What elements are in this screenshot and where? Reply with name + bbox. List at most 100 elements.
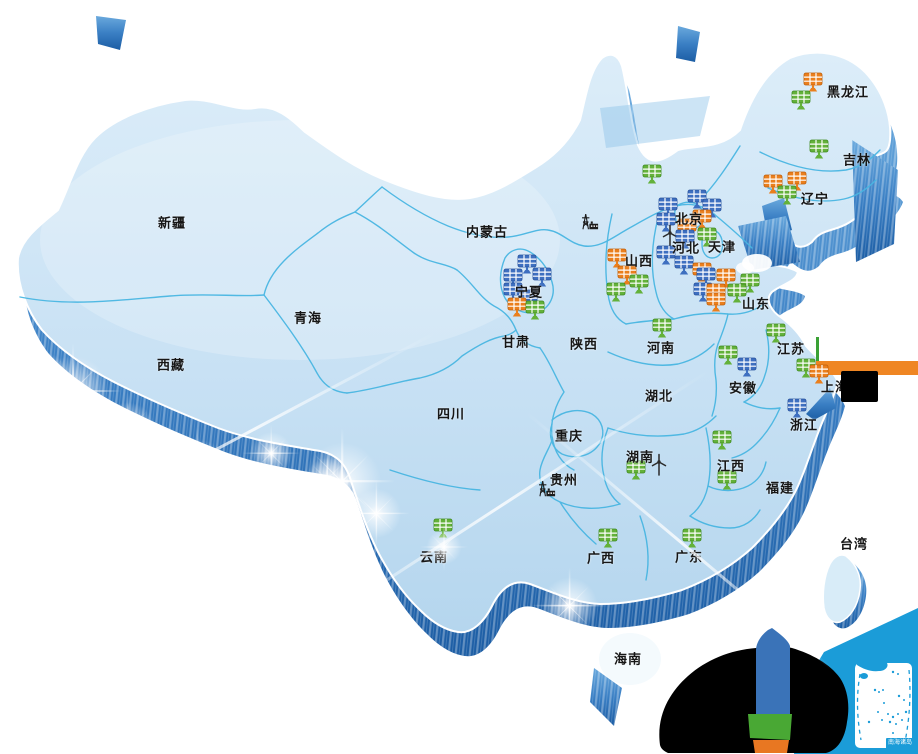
province-label: 湖南 [625, 449, 655, 465]
solar-panel-icon-green [712, 430, 732, 451]
solar-panel-icon-orange [507, 297, 527, 318]
solar-panel-icon-green [796, 358, 816, 379]
solar-panel-icon-green [642, 164, 662, 185]
province-label: 贵州 [549, 472, 579, 488]
solar-panel-icon-blue [532, 267, 552, 288]
province-label: 山东 [741, 296, 771, 312]
solar-panel-icon-orange [617, 265, 637, 286]
solar-panel-icon-blue [503, 282, 523, 303]
province-label: 云南 [419, 549, 449, 565]
solar-panel-icon-green [740, 273, 760, 294]
inset-badge: 南海诸岛 [886, 738, 914, 749]
province-label: 西藏 [156, 357, 186, 373]
black-box-artifact [841, 371, 878, 402]
land-highlight [40, 120, 560, 360]
power-station-icon [534, 479, 556, 498]
province-label: 宁夏 [514, 284, 544, 300]
sparkle-flare [242, 424, 300, 482]
province-label: 湖北 [644, 388, 674, 404]
sparkle-flare [89, 392, 166, 469]
province-label: 四川 [436, 406, 466, 422]
light-beam [289, 369, 711, 644]
province-label: 内蒙古 [465, 224, 509, 240]
map-3d-extrusion [24, 76, 903, 657]
sparkle-flare [342, 479, 410, 547]
province-label: 安徽 [728, 380, 758, 396]
province-label: 台湾 [839, 536, 869, 552]
solar-panel-icon-blue [517, 254, 537, 275]
province-label: 江西 [716, 458, 746, 474]
sparkle-flare [420, 523, 468, 571]
solar-panel-icon-blue [787, 398, 807, 419]
cloud-puffs [736, 254, 772, 274]
light-beam [63, 331, 437, 532]
solar-panel-icon-orange [809, 364, 829, 385]
solar-panel-icon-blue [656, 245, 676, 266]
hainan-island [599, 633, 661, 685]
solar-panel-icon-blue [702, 198, 722, 219]
taiwan-island [822, 554, 867, 629]
province-label: 江苏 [776, 341, 806, 357]
solar-panel-icon-blue [503, 268, 523, 289]
sparkle-flare [289, 428, 395, 534]
legend-blue-bar [756, 628, 790, 714]
province-label: 重庆 [554, 428, 584, 444]
province-label: 河北 [671, 240, 701, 256]
province-label: 黑龙江 [826, 84, 870, 100]
solar-panel-icon-green [598, 528, 618, 549]
solar-panel-icon-blue [696, 267, 716, 288]
sparkle-flare [10, 343, 78, 411]
solar-panel-icon-orange [763, 174, 783, 195]
province-label: 辽宁 [800, 191, 830, 207]
province-label: 新疆 [157, 215, 187, 231]
sea-edge-wedge-streaks [590, 140, 898, 726]
province-label: 海南 [613, 651, 643, 667]
sparkle-flare [298, 450, 356, 508]
wind-turbine-icon [661, 224, 679, 248]
province-label: 山西 [624, 253, 654, 269]
solar-panel-icon-orange [692, 262, 712, 283]
solar-panel-icon-orange [607, 248, 627, 269]
province-borders [19, 145, 881, 581]
solar-panel-icon-orange [716, 268, 736, 289]
province-label: 广西 [586, 550, 616, 566]
province-label: 天津 [707, 239, 737, 255]
legend-green-bar [748, 714, 792, 740]
solar-panel-icon-green [717, 470, 737, 491]
province-label: 北京 [674, 211, 704, 227]
solar-panel-icon-green [433, 518, 453, 539]
solar-panel-icon-blue [658, 197, 678, 218]
wind-turbine-icon [650, 453, 668, 477]
solar-panel-icon-orange [706, 283, 726, 304]
sparkle-flare [154, 427, 241, 514]
province-label: 福建 [765, 480, 795, 496]
province-label: 河南 [646, 340, 676, 356]
solar-panel-icon-green [727, 283, 747, 304]
solar-panel-icon-blue [656, 212, 676, 233]
province-label: 吉林 [842, 152, 872, 168]
solar-panel-icon-green [606, 282, 626, 303]
solar-panel-icon-orange [706, 292, 726, 313]
solar-panel-icon-green [629, 274, 649, 295]
solar-panel-icon-green [718, 345, 738, 366]
province-label: 上海 [820, 379, 850, 395]
province-label: 浙江 [789, 417, 819, 433]
china-landmass [16, 51, 897, 634]
inset-dash-line [856, 669, 911, 743]
inner-mongolia-highlight [600, 96, 710, 148]
solar-panel-icon-blue [693, 282, 713, 303]
solar-panel-icon-blue [518, 289, 538, 310]
sparkle-flare [531, 567, 608, 644]
green-pole-artifact [816, 337, 819, 377]
solar-panel-icon-green [809, 139, 829, 160]
solar-panel-icon-green [626, 460, 646, 481]
province-label: 甘肃 [501, 334, 531, 350]
